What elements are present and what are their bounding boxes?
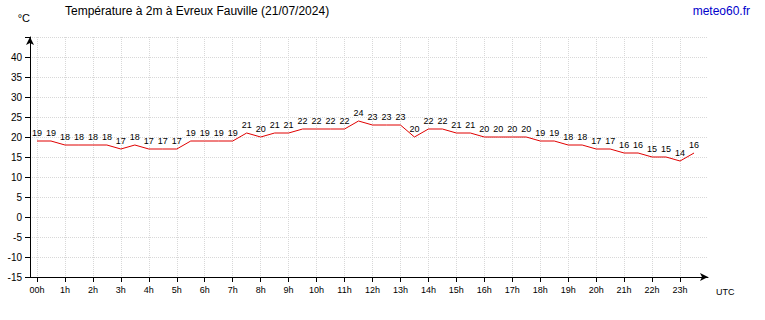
svg-text:12h: 12h — [365, 285, 380, 295]
svg-text:00h: 00h — [29, 285, 44, 295]
svg-text:13h: 13h — [393, 285, 408, 295]
svg-text:21: 21 — [465, 120, 475, 130]
svg-text:0: 0 — [16, 212, 22, 223]
svg-text:19: 19 — [228, 128, 238, 138]
svg-text:40: 40 — [11, 52, 23, 63]
svg-text:19: 19 — [535, 128, 545, 138]
svg-text:35: 35 — [11, 72, 23, 83]
svg-text:23: 23 — [367, 112, 377, 122]
svg-text:18: 18 — [563, 132, 573, 142]
svg-text:19: 19 — [186, 128, 196, 138]
svg-text:21: 21 — [284, 120, 294, 130]
svg-text:1h: 1h — [60, 285, 70, 295]
svg-text:17: 17 — [172, 136, 182, 146]
svg-text:23: 23 — [381, 112, 391, 122]
svg-text:19: 19 — [549, 128, 559, 138]
svg-text:16: 16 — [633, 140, 643, 150]
svg-text:20h: 20h — [589, 285, 604, 295]
svg-text:23: 23 — [395, 112, 405, 122]
svg-text:6h: 6h — [200, 285, 210, 295]
svg-text:UTC: UTC — [716, 287, 735, 297]
svg-text:7h: 7h — [228, 285, 238, 295]
svg-text:20: 20 — [409, 124, 419, 134]
svg-text:2h: 2h — [88, 285, 98, 295]
svg-text:19: 19 — [32, 128, 42, 138]
svg-text:20: 20 — [493, 124, 503, 134]
svg-text:19: 19 — [200, 128, 210, 138]
svg-text:23h: 23h — [673, 285, 688, 295]
svg-text:20: 20 — [479, 124, 489, 134]
svg-text:4h: 4h — [144, 285, 154, 295]
svg-text:10h: 10h — [309, 285, 324, 295]
svg-text:18h: 18h — [533, 285, 548, 295]
svg-text:22: 22 — [312, 116, 322, 126]
svg-text:25: 25 — [11, 112, 23, 123]
svg-text:20: 20 — [256, 124, 266, 134]
svg-text:22: 22 — [423, 116, 433, 126]
svg-text:17: 17 — [144, 136, 154, 146]
svg-text:9h: 9h — [284, 285, 294, 295]
svg-text:30: 30 — [11, 92, 23, 103]
svg-text:19: 19 — [46, 128, 56, 138]
svg-text:21: 21 — [242, 120, 252, 130]
svg-text:3h: 3h — [116, 285, 126, 295]
svg-text:-15: -15 — [8, 272, 23, 283]
svg-text:18: 18 — [88, 132, 98, 142]
svg-text:-10: -10 — [8, 252, 23, 263]
svg-text:Température à 2m à Evreux Fauv: Température à 2m à Evreux Fauville (21/0… — [65, 4, 329, 18]
svg-text:meteo60.fr: meteo60.fr — [693, 4, 750, 18]
svg-text:20: 20 — [507, 124, 517, 134]
svg-text:18: 18 — [60, 132, 70, 142]
svg-text:14h: 14h — [421, 285, 436, 295]
svg-text:19h: 19h — [561, 285, 576, 295]
svg-text:22: 22 — [340, 116, 350, 126]
svg-text:8h: 8h — [256, 285, 266, 295]
svg-text:15: 15 — [11, 152, 23, 163]
svg-text:21: 21 — [270, 120, 280, 130]
svg-text:17: 17 — [158, 136, 168, 146]
svg-text:17: 17 — [605, 136, 615, 146]
svg-text:22: 22 — [326, 116, 336, 126]
svg-text:11h: 11h — [337, 285, 351, 295]
svg-text:22: 22 — [437, 116, 447, 126]
svg-text:10: 10 — [11, 172, 23, 183]
svg-text:21: 21 — [451, 120, 461, 130]
svg-text:20: 20 — [11, 132, 23, 143]
svg-text:22: 22 — [298, 116, 308, 126]
svg-text:5: 5 — [16, 192, 22, 203]
svg-text:17: 17 — [116, 136, 126, 146]
svg-text:18: 18 — [130, 132, 140, 142]
svg-text:16h: 16h — [477, 285, 492, 295]
svg-text:15: 15 — [647, 144, 657, 154]
svg-text:15: 15 — [661, 144, 671, 154]
svg-text:21h: 21h — [617, 285, 632, 295]
svg-text:5h: 5h — [172, 285, 182, 295]
svg-text:15h: 15h — [449, 285, 464, 295]
svg-text:18: 18 — [577, 132, 587, 142]
svg-text:19: 19 — [214, 128, 224, 138]
svg-text:18: 18 — [102, 132, 112, 142]
svg-text:18: 18 — [74, 132, 84, 142]
svg-text:24: 24 — [354, 108, 364, 118]
svg-text:°C: °C — [18, 12, 30, 24]
svg-text:17h: 17h — [505, 285, 520, 295]
svg-text:17: 17 — [591, 136, 601, 146]
svg-text:20: 20 — [521, 124, 531, 134]
svg-text:22h: 22h — [645, 285, 660, 295]
svg-text:16: 16 — [619, 140, 629, 150]
svg-text:-5: -5 — [13, 232, 22, 243]
svg-text:14: 14 — [675, 148, 685, 158]
svg-text:16: 16 — [689, 140, 699, 150]
